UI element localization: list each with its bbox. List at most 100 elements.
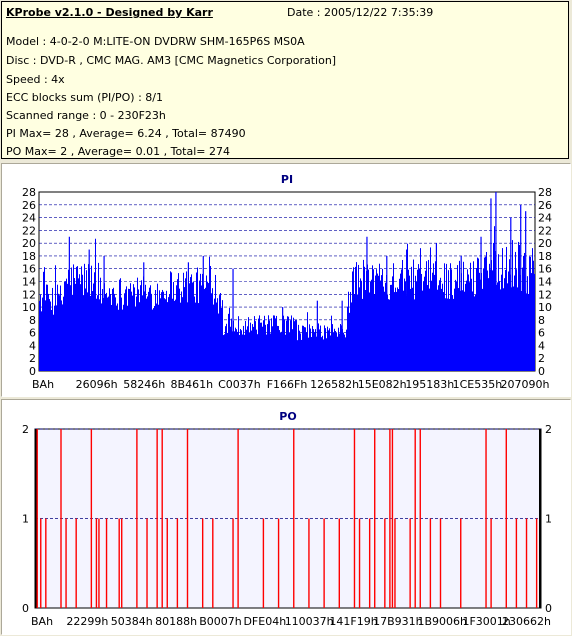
pi-bar	[219, 295, 220, 371]
pi-bar	[341, 325, 342, 371]
pi-bar	[466, 280, 467, 371]
po-bar	[429, 518, 432, 608]
pi-bar	[527, 276, 528, 371]
pi-bar	[83, 295, 84, 371]
pi-bar	[295, 319, 296, 371]
po-bar	[186, 429, 189, 608]
pi-bar	[412, 287, 413, 371]
pi-peak-bar	[187, 262, 189, 371]
pi-bar	[387, 294, 388, 371]
pi-bar	[279, 330, 280, 371]
po-bar	[394, 518, 396, 608]
po-bar	[338, 518, 340, 608]
pi-y-tick-left: 26	[22, 199, 36, 212]
pi-bar	[364, 266, 365, 371]
pi-bar	[243, 325, 244, 371]
pi-bar	[434, 274, 435, 371]
pi-bar	[283, 315, 284, 371]
pi-bar	[517, 287, 518, 371]
pi-bar	[432, 272, 433, 371]
pi-title: PI	[281, 173, 293, 186]
pi-bar	[191, 274, 192, 371]
pi-bar	[472, 291, 473, 371]
pi-bar	[463, 261, 464, 371]
pi-bar	[173, 281, 174, 371]
pi-bar	[79, 274, 80, 371]
pi-bar	[534, 273, 535, 371]
pi-y-tick-right: 18	[538, 250, 552, 263]
pi-bar	[245, 321, 246, 371]
pi-x-tick: 58246h	[123, 378, 165, 391]
pi-bar	[112, 289, 113, 371]
pi-bar	[479, 272, 480, 371]
pi-bar	[344, 334, 345, 371]
pi-bar	[64, 281, 65, 371]
pi-bar	[416, 281, 417, 371]
pi-bar	[107, 297, 108, 371]
pi-bar	[187, 302, 188, 371]
pi-bar	[530, 256, 531, 371]
pi-y-tick-right: 2	[538, 352, 545, 365]
po-x-tick: 50384h	[111, 615, 153, 628]
pi-bar	[426, 261, 427, 371]
pi-bar	[304, 327, 305, 371]
pi-y-tick-right: 24	[538, 212, 552, 225]
pi-bar	[511, 287, 512, 371]
pi-bar	[325, 328, 326, 371]
pi-peak-bar	[202, 255, 204, 371]
pi-bar	[447, 298, 448, 371]
pi-y-tick-left: 18	[22, 250, 36, 263]
pi-bar	[234, 331, 235, 371]
pi-bar	[98, 262, 99, 371]
po-bar	[36, 429, 38, 608]
pi-bar	[410, 288, 411, 371]
po-chart-panel: PO 0 0 1 1 2 2 BAh 22299h 50384h 80188h B0007h DFE04…	[1, 399, 571, 635]
pi-bar	[359, 287, 360, 371]
pi-y-tick-right: 28	[538, 186, 552, 199]
pi-bar	[523, 255, 524, 371]
pi-bar	[385, 282, 386, 371]
pi-bar	[276, 315, 277, 371]
pi-bar	[116, 305, 117, 371]
pi-bar	[123, 304, 124, 371]
pi-bar	[145, 284, 146, 371]
pi-bar	[198, 303, 199, 371]
pi-bar	[207, 281, 208, 371]
pi-bar	[392, 276, 393, 371]
pi-bar	[515, 251, 516, 371]
pi-bar	[257, 334, 258, 371]
pi-bar	[288, 316, 289, 371]
pi-bar	[180, 302, 181, 371]
pi-bar	[357, 294, 358, 371]
po-x-tick: DFE04h	[243, 615, 286, 628]
pi-bar	[209, 256, 210, 371]
pi-bar	[335, 331, 336, 371]
pi-bar	[63, 296, 64, 371]
pi-bar	[88, 264, 89, 371]
pi-bar	[57, 284, 58, 371]
pi-bar	[507, 283, 508, 371]
pi-bar	[40, 294, 41, 371]
po-bar	[368, 518, 371, 608]
pi-bar	[56, 305, 57, 371]
pi-bar	[265, 324, 266, 371]
pi-bar	[50, 301, 51, 371]
pi-bar	[178, 273, 179, 371]
pi-bar	[396, 291, 397, 371]
pi-chart-panel: PI 0 0 2 2 4 4 6 6 8 8 10 10 12 12 14 14 16 16 18 18 20 20 22 22…	[1, 163, 571, 397]
pi-bar	[368, 269, 369, 371]
pi-bar	[272, 326, 273, 371]
po-bar	[485, 429, 487, 608]
pi-bar	[361, 280, 362, 371]
pi-bar	[446, 263, 447, 371]
pi-bar	[315, 329, 316, 371]
pi-bar	[445, 298, 446, 371]
pi-bar	[516, 269, 517, 371]
pi-bar	[261, 322, 262, 371]
pi-bar	[483, 268, 484, 371]
pi-y-tick-left: 20	[22, 237, 36, 250]
po-x-tick: 141F19h	[329, 615, 377, 628]
pi-bar	[90, 295, 91, 371]
pi-bar	[252, 324, 253, 371]
pi-bar	[254, 316, 255, 371]
